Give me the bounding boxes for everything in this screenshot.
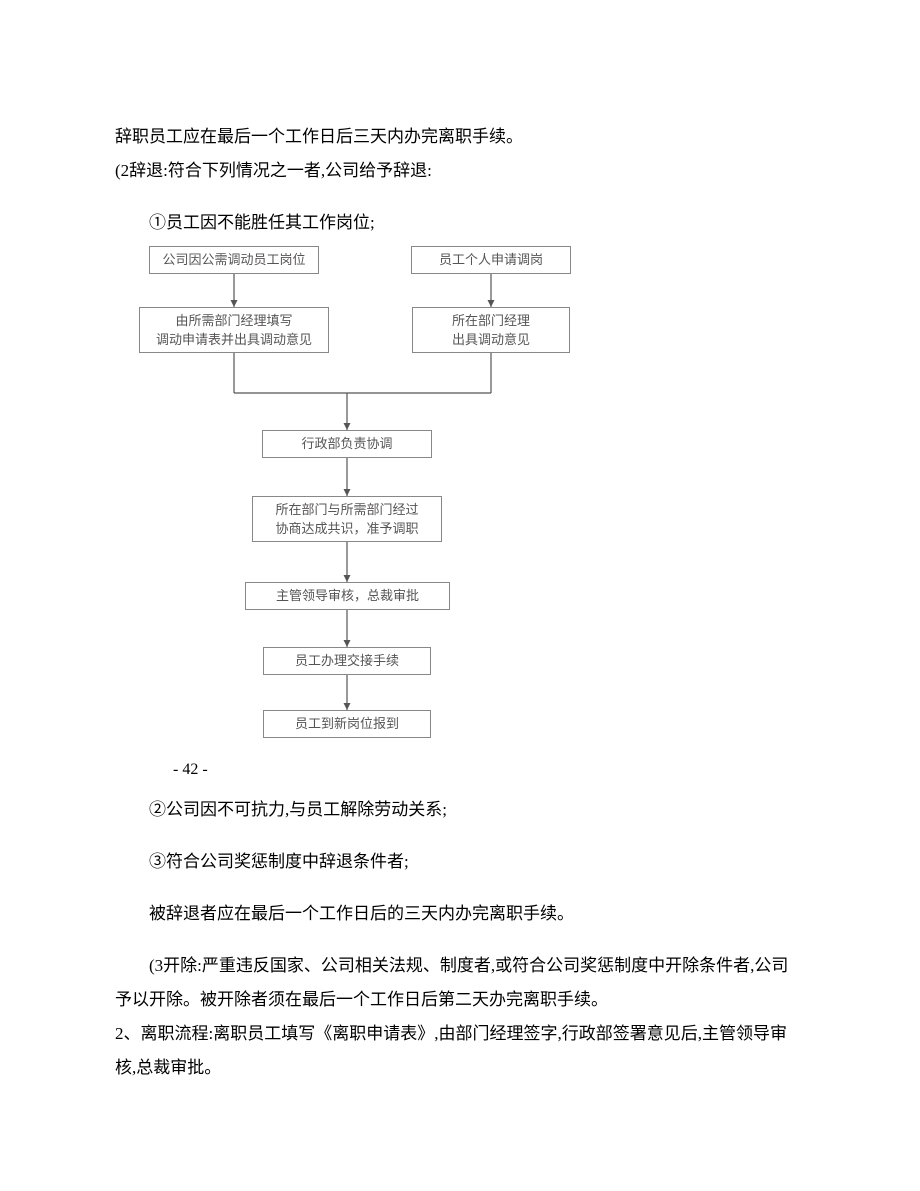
flowchart-node: 员工个人申请调岗: [411, 246, 571, 274]
flowchart-node: 所在部门经理 出具调动意见: [412, 307, 570, 353]
flowchart-node: 主管领导审核，总裁审批: [245, 582, 450, 610]
paragraph: 辞职员工应在最后一个工作日后三天内办完离职手续。: [115, 120, 805, 154]
flowchart-node: 员工办理交接手续: [263, 647, 431, 675]
paragraph: 2、离职流程:离职员工填写《离职申请表》,由部门经理签字,行政部签署意见后,主管…: [115, 1017, 805, 1085]
flowchart-node: 由所需部门经理填写 调动申请表并出具调动意见: [139, 307, 329, 353]
list-item: ③符合公司奖惩制度中辞退条件者;: [115, 845, 805, 879]
page-number: - 42 -: [173, 761, 805, 779]
list-item: ①员工因不能胜任其工作岗位;: [115, 206, 805, 240]
list-item: ②公司因不可抗力,与员工解除劳动关系;: [115, 793, 805, 827]
document-page: 辞职员工应在最后一个工作日后三天内办完离职手续。 (2辞退:符合下列情况之一者,…: [0, 0, 920, 1191]
flowchart-node: 公司因公需调动员工岗位: [149, 246, 319, 274]
flowchart-node: 行政部负责协调: [262, 430, 432, 458]
transfer-flowchart: 公司因公需调动员工岗位 员工个人申请调岗由所需部门经理填写 调动申请表并出具调动意…: [115, 246, 635, 741]
paragraph: (3开除:严重违反国家、公司相关法规、制度者,或符合公司奖惩制度中开除条件者,公…: [115, 949, 805, 1017]
flowchart-node: 所在部门与所需部门经过 协商达成共识，准予调职: [252, 496, 442, 542]
paragraph: (2辞退:符合下列情况之一者,公司给予辞退:: [115, 154, 805, 188]
flowchart-node: 员工到新岗位报到: [263, 710, 431, 738]
paragraph: 被辞退者应在最后一个工作日后的三天内办完离职手续。: [115, 897, 805, 931]
